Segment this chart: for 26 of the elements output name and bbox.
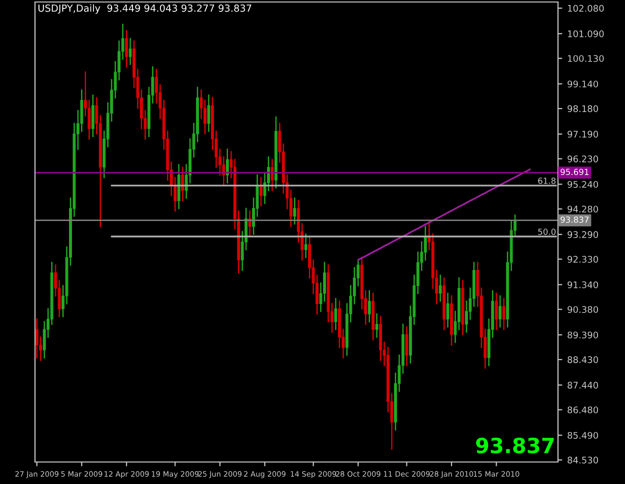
y-tick-label: 92.330	[568, 256, 598, 263]
ref-line-label: 95.691	[560, 168, 588, 176]
y-tick-label: 90.380	[568, 306, 598, 313]
y-tick-label: 89.390	[568, 332, 598, 338]
y-tick-label: 85.490	[568, 432, 598, 439]
y-tick-label: 98.180	[568, 105, 598, 112]
y-tick-label: 99.140	[568, 80, 598, 88]
series-label: 50.0	[538, 228, 556, 235]
y-tick-label: 84.530	[568, 456, 598, 464]
y-tick-label: 102.080	[568, 4, 604, 12]
y-tick-label: 100.130	[568, 55, 604, 62]
y-tick-label: 87.440	[568, 382, 598, 389]
y-tick-label: 95.240	[568, 180, 598, 188]
y-tick-label: 93.290	[568, 231, 598, 238]
y-tick-label: 91.340	[568, 281, 598, 288]
y-tick-label: 97.190	[568, 130, 598, 138]
ref-line-label: 93.837	[560, 216, 589, 223]
series-label: 61.8	[538, 178, 556, 184]
y-tick-label: 101.090	[568, 30, 604, 38]
y-tick-label: 94.280	[568, 206, 598, 213]
line-series	[357, 168, 531, 261]
annotation: 93.837	[476, 438, 554, 454]
y-tick-label: 96.230	[568, 155, 598, 162]
chart-title: USDJPY,Daily 93.449 94.043 93.277 93.837	[38, 4, 252, 14]
y-tick-label: 88.430	[568, 356, 598, 364]
y-tick-label: 86.480	[568, 406, 598, 414]
